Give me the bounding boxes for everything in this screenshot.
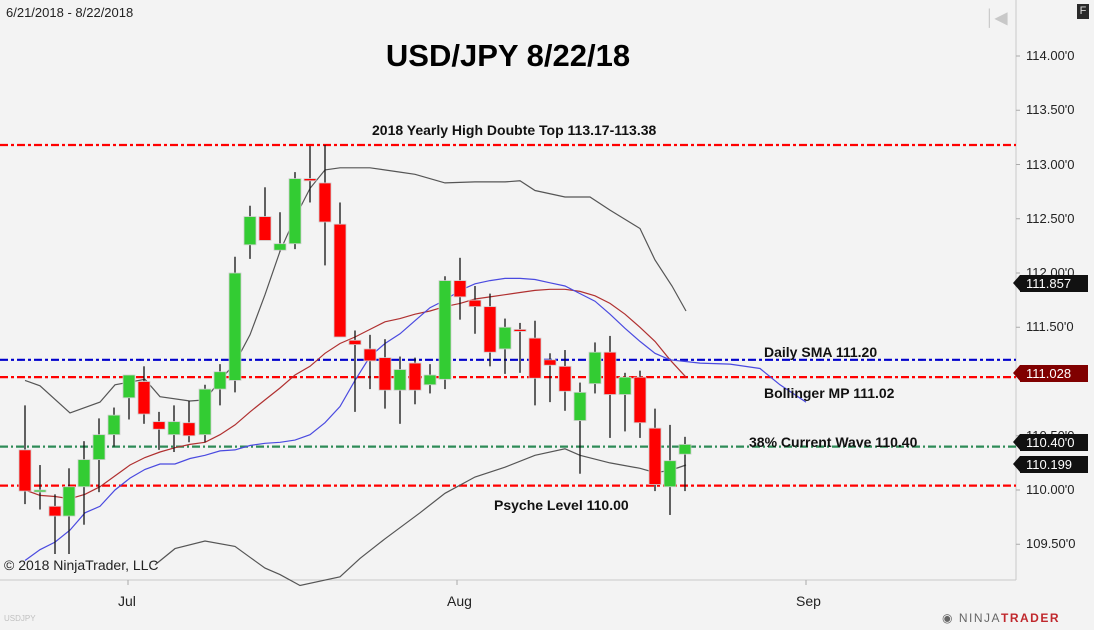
price-tag: 111.857: [1013, 275, 1088, 292]
candle[interactable]: [573, 391, 587, 421]
y-tick-label: 112.50'0: [1026, 210, 1075, 226]
skip-to-start-icon[interactable]: │◀: [985, 10, 1008, 27]
candle[interactable]: [318, 182, 332, 223]
y-tick-label: 114.00'0: [1026, 48, 1075, 63]
candle[interactable]: [363, 348, 377, 362]
indicator-line: [154, 448, 687, 587]
level-label: Psyche Level 110.00: [494, 497, 629, 513]
candle[interactable]: [633, 376, 647, 424]
candle[interactable]: [122, 374, 136, 399]
candle[interactable]: [588, 351, 602, 385]
candle[interactable]: [273, 243, 287, 251]
candle[interactable]: [468, 299, 482, 308]
f-badge-button[interactable]: F: [1077, 4, 1089, 19]
candle[interactable]: [137, 381, 151, 415]
copyright-label: © 2018 NinjaTrader, LLC: [4, 557, 159, 573]
candle[interactable]: [648, 427, 662, 485]
price-tag: 110.199: [1013, 456, 1088, 473]
candle[interactable]: [603, 351, 617, 395]
candle[interactable]: [33, 489, 47, 493]
candle[interactable]: [48, 505, 62, 517]
level-label: 2018 Yearly High Doubte Top 113.17-113.3…: [372, 122, 657, 138]
price-tag: 111.028: [1013, 365, 1088, 382]
candle[interactable]: [423, 374, 437, 386]
price-tag: 110.40'0: [1013, 434, 1088, 451]
price-tag-arrow-icon: [1013, 365, 1020, 381]
candle[interactable]: [198, 388, 212, 436]
logo-right: TRADER: [1000, 611, 1060, 625]
candle[interactable]: [167, 421, 181, 436]
chart-title: USD/JPY 8/22/18: [385, 38, 631, 73]
candle[interactable]: [618, 376, 632, 395]
candle[interactable]: [678, 444, 692, 455]
candle[interactable]: [107, 414, 121, 436]
candle[interactable]: [77, 459, 91, 488]
x-tick-label: Jul: [118, 593, 136, 609]
candle[interactable]: [558, 365, 572, 392]
ninjatrader-logo: ◉ NINJATRADER: [942, 611, 1060, 625]
candle[interactable]: [243, 216, 257, 246]
price-tag-arrow-icon: [1013, 456, 1020, 472]
y-tick-label: 109.50'0: [1026, 536, 1076, 552]
candle[interactable]: [453, 280, 467, 298]
x-tick-label: Aug: [447, 593, 472, 609]
candle[interactable]: [513, 329, 527, 332]
level-label: Daily SMA 111.20: [764, 344, 878, 360]
y-tick-label: 110.00'0: [1026, 482, 1075, 497]
logo-left: NINJA: [958, 611, 1001, 625]
x-tick-label: Sep: [796, 593, 821, 609]
candle[interactable]: [393, 369, 407, 391]
level-label: Bollinger MP 111.02: [764, 385, 895, 401]
candle[interactable]: [333, 223, 347, 338]
candle[interactable]: [528, 337, 542, 379]
y-tick-label: 113.50'0: [1026, 102, 1075, 118]
level-label: 38% Current Wave 110.40: [749, 434, 918, 450]
candle[interactable]: [498, 326, 512, 350]
indicator-line: [24, 277, 807, 561]
candle[interactable]: [378, 357, 392, 391]
candle[interactable]: [152, 421, 166, 430]
symbol-label: USDJPY: [4, 614, 36, 623]
candle[interactable]: [18, 449, 32, 492]
logo-icon: ◉: [942, 611, 959, 625]
candle[interactable]: [62, 486, 76, 517]
candle[interactable]: [303, 178, 317, 182]
candle[interactable]: [483, 306, 497, 353]
candle[interactable]: [543, 359, 557, 366]
price-tag-arrow-icon: [1013, 434, 1020, 450]
candle[interactable]: [438, 280, 452, 380]
date-range-label: 6/21/2018 - 8/22/2018: [6, 5, 134, 20]
candle[interactable]: [92, 434, 106, 461]
candle[interactable]: [348, 339, 362, 346]
candle[interactable]: [182, 422, 196, 437]
candle[interactable]: [288, 178, 302, 245]
y-tick-label: 113.00'0: [1026, 156, 1075, 172]
price-tag-arrow-icon: [1013, 275, 1020, 291]
y-tick-label: 111.50'0: [1026, 319, 1074, 335]
candle[interactable]: [663, 460, 677, 488]
candle[interactable]: [258, 216, 272, 241]
candle[interactable]: [408, 362, 422, 391]
candle[interactable]: [213, 371, 227, 390]
candle[interactable]: [228, 272, 242, 381]
